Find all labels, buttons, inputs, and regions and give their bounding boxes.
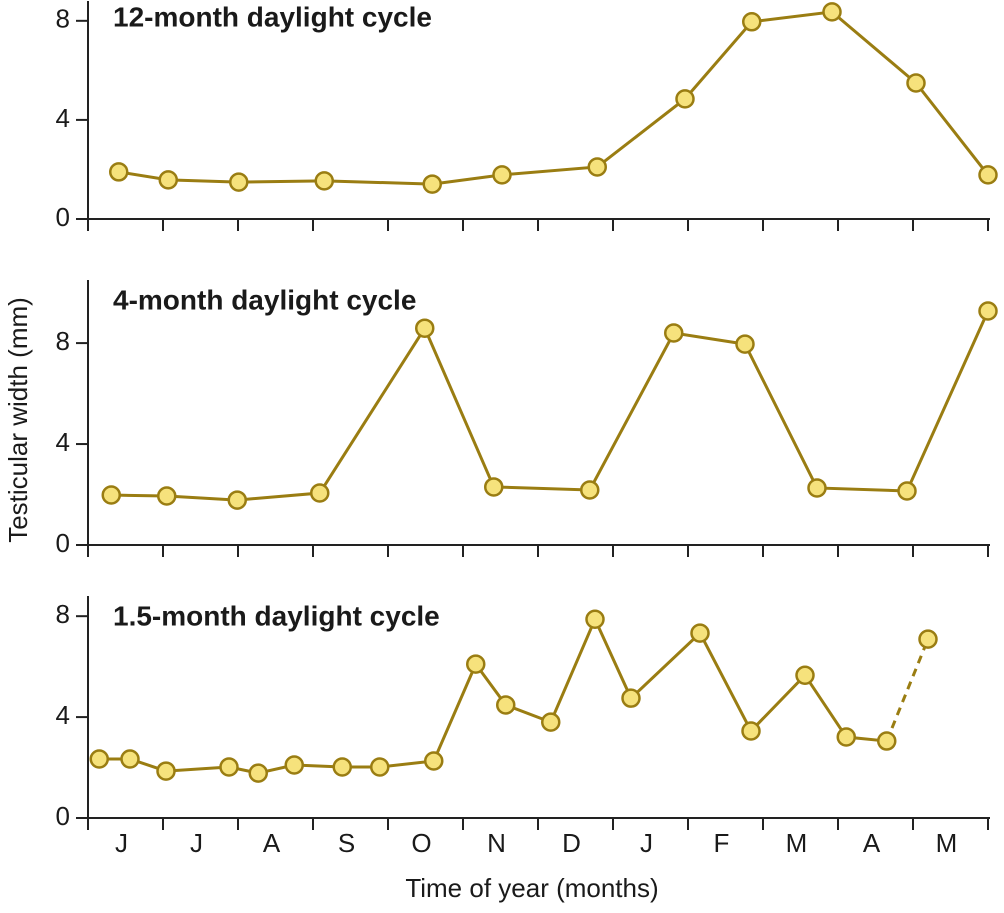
x-tick-label: N [487, 828, 506, 858]
data-point [158, 170, 178, 190]
x-tick-label: A [863, 828, 881, 858]
x-tick-label: J [190, 828, 203, 858]
panel-title: 1.5-month daylight cycle [113, 600, 440, 631]
data-line [99, 615, 887, 775]
data-point [918, 629, 938, 649]
data-point [822, 2, 842, 22]
y-tick-label: 8 [56, 4, 70, 34]
data-point [370, 757, 390, 777]
x-tick-label: A [263, 828, 281, 858]
y-tick-label: 0 [56, 202, 70, 232]
x-tick-label: O [411, 828, 431, 858]
x-tick-label: J [115, 828, 128, 858]
data-point [101, 485, 121, 505]
data-point [621, 688, 641, 708]
data-point [580, 480, 600, 500]
x-tick-label: D [562, 828, 581, 858]
y-tick-label: 4 [56, 103, 70, 133]
data-point [157, 486, 177, 506]
data-point [156, 761, 176, 781]
y-tick-label: 4 [56, 427, 70, 457]
data-point [219, 757, 239, 777]
y-tick-label: 8 [56, 599, 70, 629]
data-point [585, 609, 605, 629]
data-point [978, 301, 998, 321]
x-tick-label: M [786, 828, 808, 858]
data-point [836, 727, 856, 747]
data-line [118, 10, 990, 186]
x-tick-label: F [714, 828, 730, 858]
data-point [492, 165, 512, 185]
data-point [735, 334, 755, 354]
data-point [795, 665, 815, 685]
panel-title: 12-month daylight cycle [113, 1, 432, 32]
data-point [310, 483, 330, 503]
data-point [466, 654, 486, 674]
data-point [89, 749, 109, 769]
data-point [248, 763, 268, 783]
data-line-dashed [885, 638, 930, 742]
y-tick-label: 0 [56, 528, 70, 558]
x-axis-label: Time of year (months) [405, 873, 658, 903]
x-tick-label: M [936, 828, 958, 858]
data-point [897, 481, 917, 501]
data-point [415, 318, 435, 338]
panel-title: 4-month daylight cycle [113, 284, 416, 315]
data-point [227, 490, 247, 510]
data-point [422, 174, 442, 194]
data-line [111, 310, 990, 502]
data-point [314, 171, 334, 191]
y-axis-label: Testicular width (mm) [3, 297, 33, 543]
data-point [424, 751, 444, 771]
x-tick-label: S [338, 828, 355, 858]
data-point [978, 165, 998, 185]
y-tick-label: 8 [56, 326, 70, 356]
data-point [877, 731, 897, 751]
data-point [807, 478, 827, 498]
data-point [496, 695, 516, 715]
data-point [284, 755, 304, 775]
data-point [332, 757, 352, 777]
y-tick-label: 4 [56, 700, 70, 730]
data-point [587, 157, 607, 177]
data-point [741, 721, 761, 741]
y-tick-label: 0 [56, 801, 70, 831]
data-point [120, 749, 140, 769]
data-point [742, 12, 762, 32]
data-point [675, 89, 695, 109]
data-point [664, 323, 684, 343]
data-point [229, 172, 249, 192]
data-point [541, 712, 561, 732]
data-point [690, 623, 710, 643]
x-tick-label: J [640, 828, 653, 858]
data-point [906, 73, 926, 93]
data-point [484, 477, 504, 497]
data-point [109, 162, 129, 182]
